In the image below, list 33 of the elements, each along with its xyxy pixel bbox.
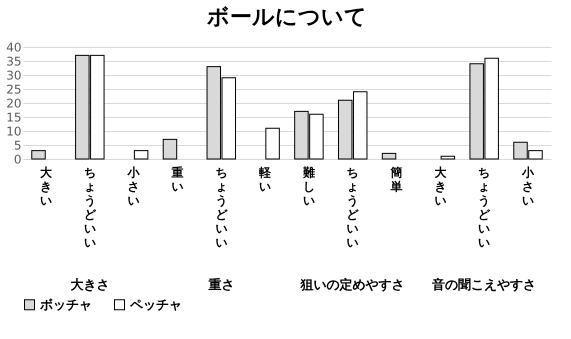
x-tick-label: ちょうどいい — [84, 166, 97, 250]
bar — [382, 152, 396, 160]
y-tick-label: 25 — [6, 82, 22, 96]
y-tick-label: 10 — [6, 124, 22, 138]
bar — [134, 150, 148, 160]
x-tick-label: 簡単 — [390, 166, 403, 194]
y-tick-label: 0 — [14, 152, 22, 166]
legend-label: ペッチャ — [129, 298, 182, 313]
bar — [440, 156, 456, 160]
y-tick-label: 35 — [6, 54, 22, 68]
x-tick-label: 大きい — [434, 166, 448, 208]
x-tick-label: ちょうどいい — [215, 166, 228, 250]
x-tick-label: 難しい — [302, 166, 315, 208]
y-tick-label: 30 — [6, 68, 22, 82]
x-tick-label: 軽い — [258, 166, 272, 194]
bar — [265, 128, 280, 160]
legend-label: ボッチャ — [39, 298, 92, 313]
x-tick-label: 重い — [170, 166, 184, 194]
text: 狙いの定めやすさ — [300, 277, 405, 293]
y-tick-label: 40 — [6, 40, 22, 54]
x-tick-label: 小さい — [126, 166, 141, 208]
y-tick-label: 15 — [6, 110, 22, 124]
text: 音の聞こえやすさ — [431, 277, 536, 293]
x-tick-label: 小さい — [520, 166, 535, 208]
text: 大きさ — [70, 278, 110, 293]
x-tick-label: ちょうどいい — [346, 166, 360, 250]
x-tick-label: 大きい — [40, 166, 54, 208]
text: 重さ — [207, 277, 234, 293]
y-tick-label: 5 — [14, 138, 22, 152]
y-tick-label: 20 — [6, 96, 22, 110]
bar — [31, 150, 46, 160]
x-tick-label: ちょうどいい — [478, 166, 492, 250]
chart-title: ボールについて — [206, 5, 367, 30]
